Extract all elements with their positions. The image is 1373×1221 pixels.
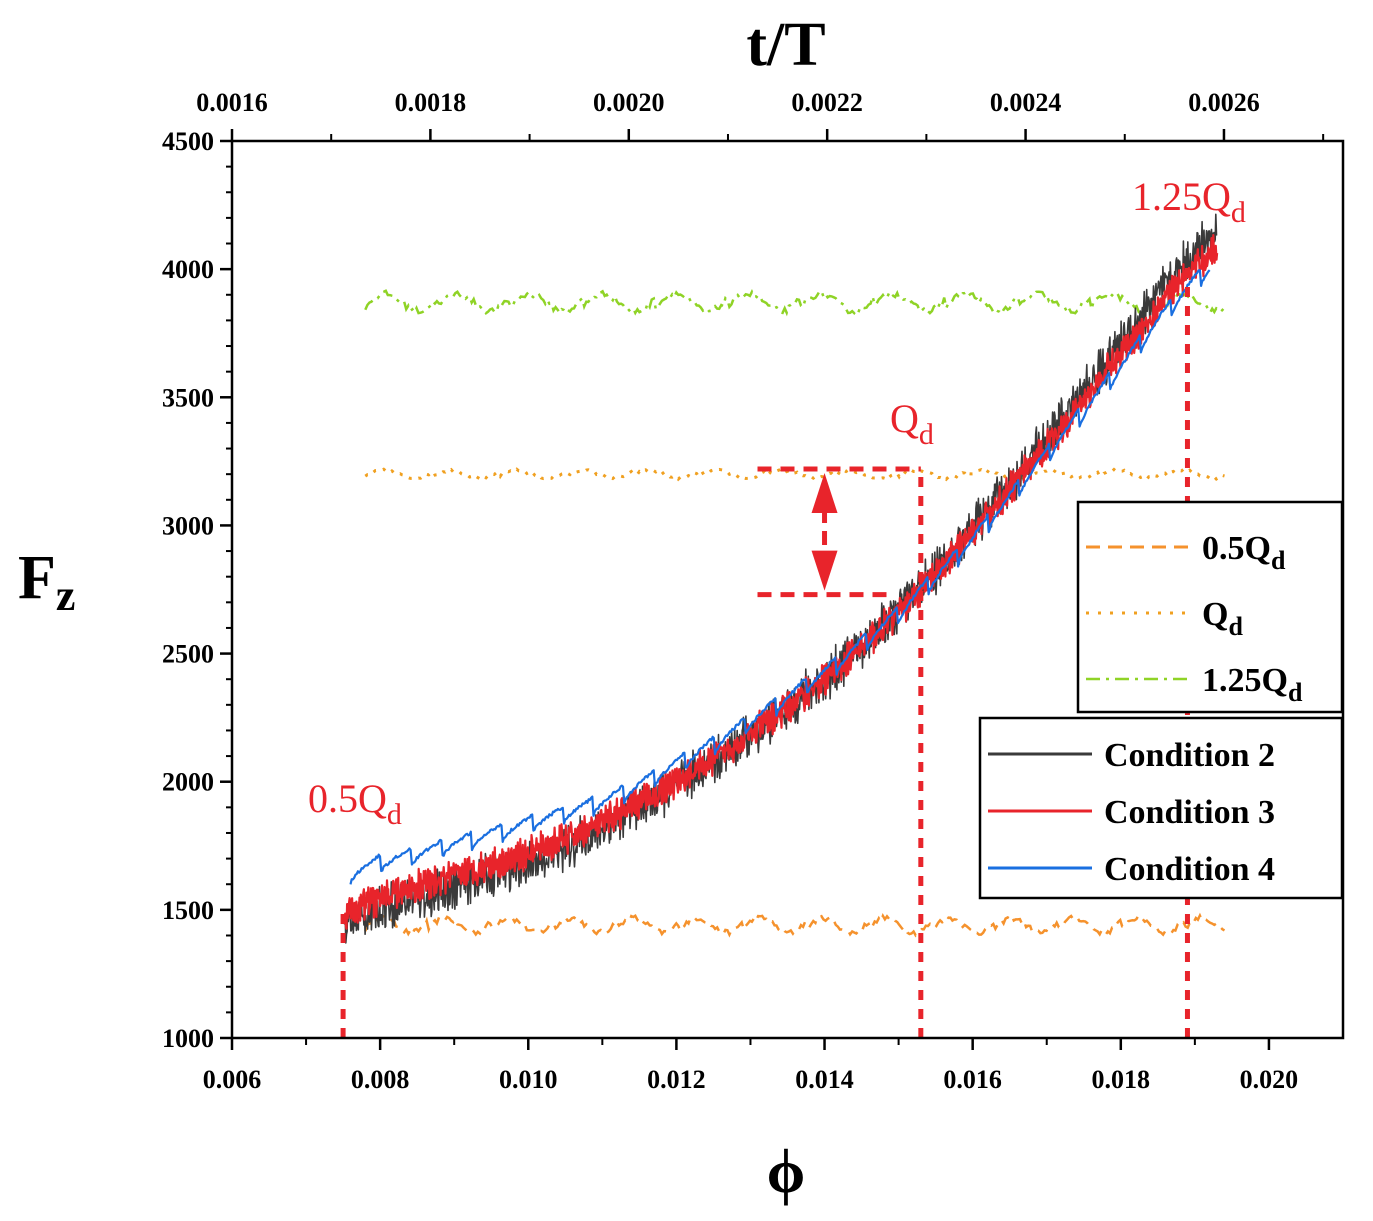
y-tick-label-3: 2500 xyxy=(162,640,214,669)
legend-flow-label-q1: Qd xyxy=(1202,596,1243,641)
x2-axis-title: t/T xyxy=(746,11,825,79)
annotation-label-sub: d xyxy=(919,418,934,451)
legend-flow-label-sub: d xyxy=(1271,546,1286,575)
y-tick-label-2: 2000 xyxy=(162,768,214,797)
x2-tick-label-3: 0.0022 xyxy=(791,88,863,117)
legend-flow-label-sub: d xyxy=(1228,612,1243,641)
x-tick-label-1: 0.008 xyxy=(351,1065,410,1094)
legend-flow-label-q125: 1.25Qd xyxy=(1202,662,1303,707)
y-tick-label-7: 4500 xyxy=(162,127,214,156)
x-tick-label-0: 0.006 xyxy=(203,1065,262,1094)
legend-flow-label-main: 0.5Q xyxy=(1202,530,1271,567)
series-line-condition4 xyxy=(349,269,1211,885)
legend-condition-label-condition3: Condition 3 xyxy=(1104,794,1275,831)
legend-condition-label-condition4: Condition 4 xyxy=(1104,851,1275,888)
annotation-label-main: Q xyxy=(890,396,919,441)
x2-tick-label-0: 0.0016 xyxy=(196,88,268,117)
series-line-ref-0 xyxy=(364,912,1226,938)
y-axis-title-main: F xyxy=(18,544,56,612)
y-tick-label-6: 4000 xyxy=(162,255,214,284)
y-tick-label-4: 3000 xyxy=(162,511,214,540)
annotation-label-main: 0.5Q xyxy=(308,776,387,821)
x-axis-title: ϕ xyxy=(767,1138,806,1206)
annotation-label-main: 1.25Q xyxy=(1132,174,1231,219)
legend-condition-label-condition2: Condition 2 xyxy=(1104,737,1275,774)
x2-tick-label-1: 0.0018 xyxy=(395,88,467,117)
y-tick-label-0: 1000 xyxy=(162,1024,214,1053)
x-tick-label-4: 0.014 xyxy=(795,1065,854,1094)
x-tick-label-3: 0.012 xyxy=(647,1065,706,1094)
legend-flow-label-sub: d xyxy=(1288,678,1303,707)
annotation-arrow-head-up xyxy=(811,473,838,514)
x-tick-label-5: 0.016 xyxy=(943,1065,1002,1094)
series-line-condition3 xyxy=(343,234,1219,930)
y-tick-label-5: 3500 xyxy=(162,383,214,412)
annotation-label-2: 1.25Qd xyxy=(1132,174,1246,229)
series-group xyxy=(343,213,1226,944)
x2-tick-label-4: 0.0024 xyxy=(990,88,1062,117)
series-line-ref-2 xyxy=(364,288,1226,317)
y-tick-label-1: 1500 xyxy=(162,896,214,925)
x2-tick-label-5: 0.0026 xyxy=(1188,88,1260,117)
x2-tick-label-2: 0.0020 xyxy=(593,88,665,117)
annotation-label-0: 0.5Qd xyxy=(308,776,402,831)
legend-flow-label-main: 1.25Q xyxy=(1202,662,1288,699)
x-tick-label-6: 0.018 xyxy=(1092,1065,1151,1094)
legend-flow-label-q05: 0.5Qd xyxy=(1202,530,1286,575)
annotation-label-sub: d xyxy=(387,798,402,831)
legend-flow-box xyxy=(1076,500,1344,714)
legend-flow-label-main: Q xyxy=(1202,596,1228,633)
annotation-label-sub: d xyxy=(1231,196,1246,229)
x-tick-label-2: 0.010 xyxy=(499,1065,558,1094)
annotation-arrow-head-down xyxy=(811,550,838,591)
y-axis-title: Fz xyxy=(18,544,75,620)
y-axis-title-sub: z xyxy=(56,571,76,620)
x-tick-label-7: 0.020 xyxy=(1240,1065,1299,1094)
axes-group: 0.006 0.008 0.010 0.012 0.014 0.016 0.018 0.020… xyxy=(162,88,1345,1094)
series-line-ref-1 xyxy=(364,467,1225,482)
annotation-label-1: Qd xyxy=(890,396,934,451)
